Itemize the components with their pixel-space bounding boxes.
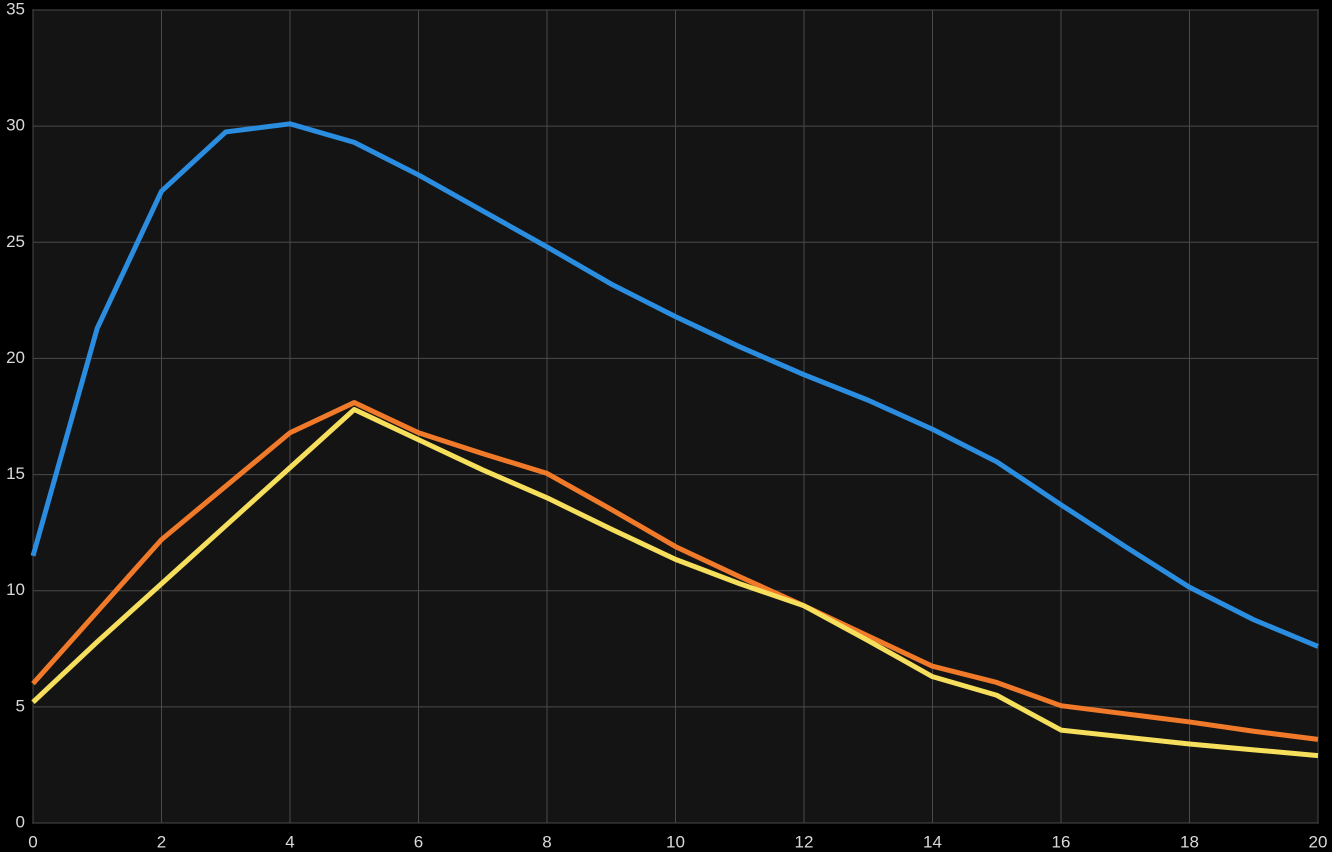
line	[31, 407, 1319, 759]
y-tick-label: 5	[16, 696, 25, 715]
y-tick-label: 30	[6, 116, 25, 135]
x-tick-label: 14	[923, 832, 942, 851]
y-tick-label: 15	[6, 464, 25, 483]
x-tick-label: 8	[542, 832, 551, 851]
x-tick-label: 10	[666, 832, 685, 851]
line	[31, 400, 1319, 742]
x-tick-label: 6	[414, 832, 423, 851]
y-tick-label: 0	[16, 812, 25, 831]
y-tick-label: 35	[6, 0, 25, 18]
y-tick-label: 20	[6, 348, 25, 367]
line	[30, 121, 1319, 649]
x-tick-label: 18	[1180, 832, 1199, 851]
x-tick-label: 0	[28, 832, 37, 851]
x-tick-label: 12	[795, 832, 814, 851]
y-tick-label: 25	[6, 232, 25, 251]
y-tick-label: 10	[6, 580, 25, 599]
x-tick-label: 20	[1309, 832, 1328, 851]
x-tick-label: 2	[157, 832, 166, 851]
x-tick-label: 16	[1052, 832, 1071, 851]
x-tick-label: 4	[285, 832, 294, 851]
